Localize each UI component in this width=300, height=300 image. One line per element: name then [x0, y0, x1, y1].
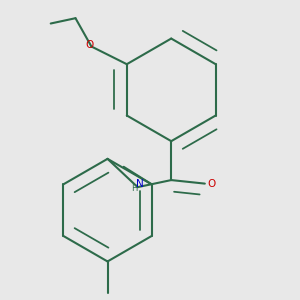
Text: O: O: [85, 40, 94, 50]
Text: N: N: [136, 178, 144, 189]
Text: H: H: [131, 184, 137, 194]
Text: O: O: [207, 178, 215, 189]
